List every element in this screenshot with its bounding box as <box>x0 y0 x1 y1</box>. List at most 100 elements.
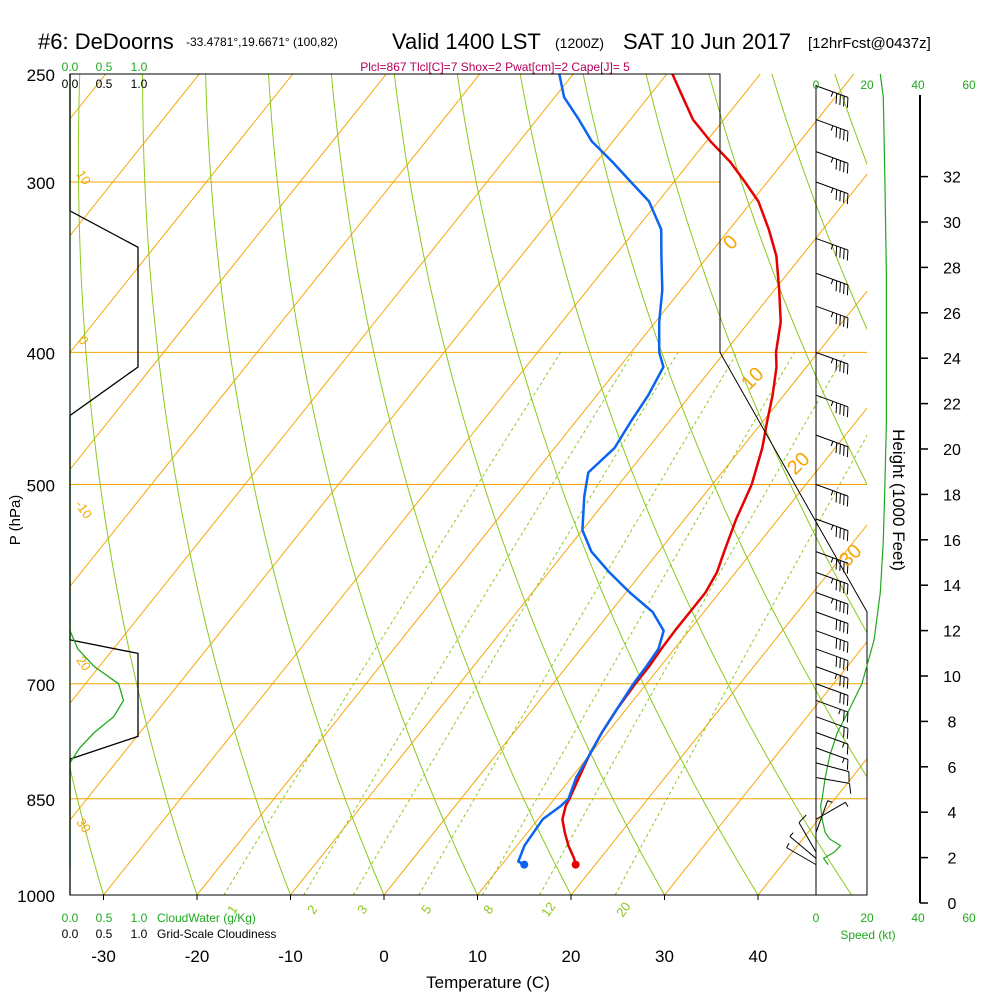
wind-barb-full <box>846 728 849 739</box>
wind-barb-full <box>835 245 838 257</box>
wind-barb <box>815 181 849 205</box>
cloud-water-tick-top: 0.0 <box>62 60 79 74</box>
wind-barb-full <box>839 315 841 326</box>
wind-barb-full <box>839 601 841 612</box>
wind-barb-full <box>846 623 849 634</box>
wind-barb-full <box>839 560 841 571</box>
wind-barb-full <box>846 678 849 689</box>
wind-barb-full <box>843 710 845 722</box>
wind-barb-staff <box>815 776 850 784</box>
wind-barb-full <box>843 561 845 573</box>
wind-barb-staff <box>815 683 849 696</box>
wind-barb-full <box>843 362 845 374</box>
wind-barb-half <box>830 91 834 97</box>
dry-adiabat-line <box>142 74 292 895</box>
isotherm-side-label: 0 <box>75 333 91 348</box>
wind-barb-full <box>843 248 845 260</box>
height-tick-label: 12 <box>943 624 961 641</box>
wind-barb-full <box>835 93 838 104</box>
wind-barb-full <box>839 361 841 372</box>
temperature-tick-label: -20 <box>185 947 210 966</box>
wind-barb-staff <box>815 571 849 585</box>
mixing-ratio-line <box>352 352 679 895</box>
wind-barb-full <box>835 491 838 503</box>
speed-tick-bottom: 0 <box>813 911 820 925</box>
wind-barb-full <box>835 559 838 570</box>
wind-barb-half <box>830 187 834 194</box>
wind-barb-full <box>839 128 841 139</box>
wind-barb-half <box>842 757 845 763</box>
height-tick-label: 22 <box>943 397 961 414</box>
wind-barb-half <box>830 441 834 447</box>
temperature-tick-label: 10 <box>468 947 487 966</box>
wind-barb-staff <box>815 484 849 497</box>
height-tick-label: 28 <box>943 260 961 277</box>
wind-barb <box>815 272 849 296</box>
valid-date: SAT 10 Jun 2017 <box>623 29 791 54</box>
wind-barb-full <box>843 405 845 416</box>
wind-barb-full <box>839 675 841 686</box>
plot-frame <box>69 73 868 896</box>
wind-barb <box>815 151 849 174</box>
wind-barb-full <box>839 527 841 539</box>
wind-barb-full <box>843 529 845 540</box>
isotherm-line <box>70 74 294 354</box>
wind-barb-full <box>846 759 849 770</box>
wind-barb-full <box>839 247 841 258</box>
wind-barb-full <box>846 695 849 706</box>
wind-barb-half <box>830 598 834 604</box>
height-tick-label: 8 <box>948 714 957 731</box>
wind-barb-half <box>830 312 834 318</box>
wind-barb-full <box>835 189 838 200</box>
wind-barb <box>789 832 817 859</box>
cloud-water-tick-bottom: 0.0 <box>62 911 79 925</box>
dry-adiabat-line <box>456 74 759 895</box>
wind-barb <box>815 551 849 574</box>
wind-barb <box>815 648 849 672</box>
wind-barb-staff <box>815 762 849 773</box>
temperature-tick-label: 30 <box>655 947 674 966</box>
wind-barb-staff <box>815 699 849 713</box>
wind-barb-staff <box>815 85 849 98</box>
pressure-tick-label: 500 <box>27 477 55 496</box>
speed-tick-top: 60 <box>962 78 976 92</box>
dry-adiabat-line <box>0 50 18 924</box>
wind-barb <box>815 747 849 770</box>
height-tick-label: 30 <box>943 215 961 232</box>
wind-barb-full <box>839 620 841 632</box>
wind-barb-half <box>789 832 794 837</box>
wind-barb-full <box>846 604 849 615</box>
wind-barb <box>815 716 849 739</box>
wind-barb-staff <box>815 611 849 624</box>
wind-barb-full <box>846 163 849 174</box>
speed-tick-bottom: 60 <box>962 911 976 925</box>
wind-barb-full <box>843 676 845 688</box>
wind-barb-full <box>843 283 845 294</box>
height-tick-label: 18 <box>943 487 961 504</box>
wind-barb <box>815 305 849 329</box>
wind-barb-half <box>830 524 834 531</box>
wind-barb-half <box>830 358 834 364</box>
wind-barb <box>815 571 849 595</box>
wind-barb <box>815 518 849 542</box>
wind-barb-staff <box>815 394 849 408</box>
wind-barb-half <box>842 742 845 748</box>
wind-barb-full <box>846 583 849 595</box>
wind-barb-full <box>839 657 841 669</box>
wind-barb-staff <box>815 666 849 679</box>
dry-adiabat-line <box>205 74 385 895</box>
cloud-water-tick-bottom: 0.5 <box>96 911 113 925</box>
wind-barb-half <box>830 490 834 496</box>
chart-header: #6: DeDoorns -33.4781°,19.6671° (100,82)… <box>0 26 1000 62</box>
wind-barb-staff <box>815 351 849 365</box>
wind-barb <box>815 800 833 833</box>
wind-barb-full <box>846 530 849 542</box>
speed-tick-bottom: 20 <box>860 911 874 925</box>
wind-barb-full <box>846 250 849 261</box>
wind-barb-staff <box>815 648 849 662</box>
wind-barb-full <box>843 582 845 594</box>
height-tick-label: 14 <box>943 578 961 595</box>
wind-barb <box>815 434 849 458</box>
wind-barb-full <box>846 642 849 653</box>
